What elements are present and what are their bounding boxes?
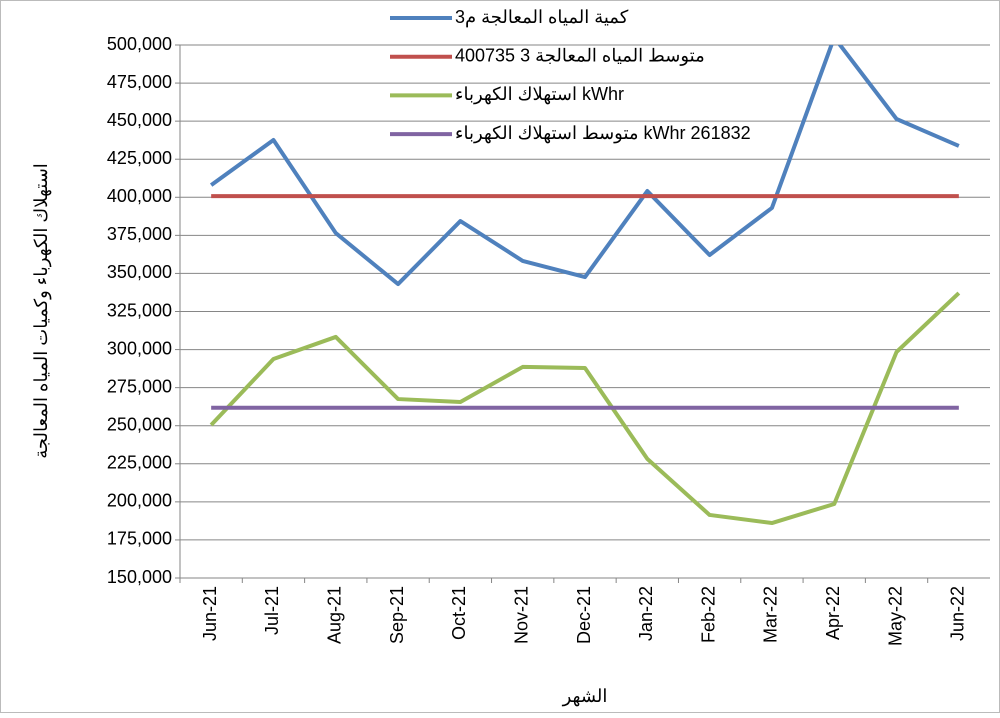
x-tick-label: Oct-21: [449, 586, 469, 640]
y-tick-label: 475,000: [107, 72, 172, 92]
series-line: [209, 45, 960, 287]
y-tick-label: 425,000: [107, 148, 172, 168]
y-tick-label: 325,000: [107, 300, 172, 320]
x-tick-label: Mar-22: [761, 586, 781, 643]
x-tick-label: Feb-22: [698, 586, 718, 643]
legend-label: متوسط المياه المعالجة 3 400735: [455, 45, 705, 66]
x-tick-label: Jan-22: [636, 586, 656, 641]
y-tick-label: 275,000: [107, 376, 172, 396]
y-tick-label: 175,000: [107, 529, 172, 549]
x-tick-label: Jul-21: [262, 586, 282, 635]
x-axis-title: الشهر: [562, 686, 608, 707]
x-tick-label: Jun-21: [200, 586, 220, 641]
y-tick-label: 450,000: [107, 110, 172, 130]
y-tick-label: 500,000: [107, 34, 172, 54]
y-tick-label: 400,000: [107, 186, 172, 206]
y-tick-label: 300,000: [107, 338, 172, 358]
y-tick-label: 375,000: [107, 224, 172, 244]
y-tick-label: 350,000: [107, 262, 172, 282]
x-tick-label: Nov-21: [511, 586, 531, 644]
legend-label: متوسط استهلاك الكهرباء kWhr 261832: [455, 123, 751, 144]
plot-area: [209, 45, 961, 526]
y-tick-label: 250,000: [107, 414, 172, 434]
series-line: [209, 291, 961, 526]
legend-label: استهلاك الكهرباء kWhr: [455, 84, 624, 105]
y-axis-title: استهلاك الكهرباء وكميات المياه المعالجة: [31, 163, 52, 459]
x-tick-label: Jun-22: [948, 586, 968, 641]
legend-label: كمية المياه المعالجة م3: [455, 7, 629, 28]
y-tick-label: 200,000: [107, 491, 172, 511]
x-tick-label: Sep-21: [387, 586, 407, 644]
x-tick-label: Dec-21: [574, 586, 594, 644]
y-tick-label: 225,000: [107, 453, 172, 473]
x-tick-label: Apr-22: [823, 586, 843, 640]
x-tick-label: May-22: [885, 586, 905, 646]
x-tick-label: Aug-21: [325, 586, 345, 644]
y-tick-label: 150,000: [107, 567, 172, 587]
